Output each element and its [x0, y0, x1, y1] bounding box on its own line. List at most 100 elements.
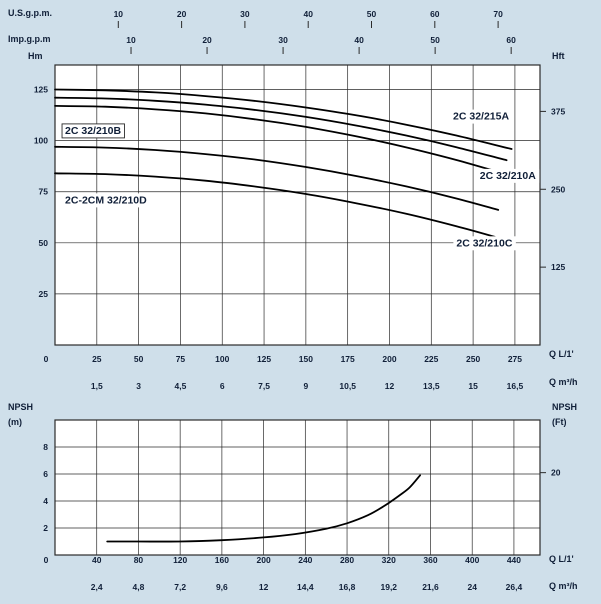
axis-tick-label: 21,6 — [422, 582, 439, 592]
axis-tick-label: 275 — [508, 354, 522, 364]
axis-tick-label: 20 — [202, 35, 212, 45]
head-axis-title-ft: Hft — [552, 51, 565, 61]
npsh-axis-unit-ft: (Ft) — [552, 417, 567, 427]
axis-tick-label: 2 — [43, 523, 48, 533]
axis-tick-label: 280 — [340, 555, 354, 565]
axis-tick-label: 9 — [303, 381, 308, 391]
axis-tick-label: 6 — [43, 469, 48, 479]
axis-tick-label: 50 — [134, 354, 144, 364]
axis-tick-label: 100 — [215, 354, 229, 364]
axis-tick-label: 6 — [220, 381, 225, 391]
head-axis-title-m: Hm — [28, 51, 43, 61]
curve-label: 2C 32/215A — [453, 111, 509, 123]
axis-tick-label: 320 — [382, 555, 396, 565]
axis-tick-label: 25 — [39, 289, 49, 299]
axis-tick-label: 1,5 — [91, 381, 103, 391]
axis-tick-label: 30 — [240, 9, 250, 19]
curve-label: 2C-2CM 32/210D — [65, 194, 147, 206]
flow-axis-title-lpm-bottom: Q L/1' — [549, 554, 574, 564]
axis-tick-label: 12 — [259, 582, 269, 592]
flow-axis-title-m3h-bottom: Q m³/h — [549, 581, 578, 591]
axis-tick-label: 13,5 — [423, 381, 440, 391]
usgpm-axis-title: U.S.g.p.m. — [8, 8, 53, 18]
axis-tick-label: 400 — [465, 555, 479, 565]
pump-curve — [54, 96, 508, 162]
axis-tick-label: 0 — [44, 555, 49, 565]
pump-curve — [54, 172, 496, 238]
axis-tick-label: 12 — [385, 381, 395, 391]
axis-tick-label: 4,5 — [175, 381, 187, 391]
axis-tick-label: 200 — [257, 555, 271, 565]
curve-label: 2C 32/210A — [480, 170, 536, 182]
axis-tick-label: 20 — [177, 9, 187, 19]
axis-tick-label: 2,4 — [91, 582, 103, 592]
axis-tick-label: 360 — [423, 555, 437, 565]
axis-tick-label: 125 — [34, 85, 48, 95]
axis-tick-label: 70 — [493, 9, 503, 19]
curve-label-bg — [476, 168, 540, 183]
npsh-axis-unit-m: (m) — [8, 417, 22, 427]
axis-tick-label: 100 — [34, 136, 48, 146]
axis-tick-label: 50 — [367, 9, 377, 19]
axis-tick-label: 10 — [126, 35, 136, 45]
axis-tick-label: 15 — [468, 381, 478, 391]
axis-tick-label: 40 — [303, 9, 313, 19]
pump-curve — [54, 105, 503, 174]
axis-tick-label: 40 — [354, 35, 364, 45]
curve-label: 2C 32/210C — [456, 237, 512, 249]
flow-axis-title-lpm-top: Q L/1' — [549, 349, 574, 359]
axis-tick-label: 20 — [551, 468, 561, 478]
axis-tick-label: 240 — [298, 555, 312, 565]
axis-tick-label: 25 — [92, 354, 102, 364]
axis-tick-label: 50 — [430, 35, 440, 45]
axis-tick-label: 440 — [507, 555, 521, 565]
axis-tick-label: 16,8 — [339, 582, 356, 592]
flow-axis-title-m3h-top: Q m³/h — [549, 377, 578, 387]
curve-label-bg — [453, 236, 516, 251]
plot-border — [54, 419, 541, 556]
npsh-axis-title-ft: NPSH — [552, 402, 578, 412]
axis-tick-label: 24 — [467, 582, 477, 592]
axis-tick-label: 50 — [39, 238, 49, 248]
pump-curve — [54, 145, 500, 211]
axis-tick-label: 7,5 — [258, 381, 270, 391]
axis-tick-label: 160 — [215, 555, 229, 565]
axis-tick-label: 7,2 — [174, 582, 186, 592]
axis-tick-label: 75 — [39, 187, 49, 197]
axis-tick-label: 125 — [257, 354, 271, 364]
axis-tick-label: 8 — [43, 442, 48, 452]
axis-tick-label: 225 — [424, 354, 438, 364]
curve-label-bg — [62, 193, 151, 208]
axis-tick-label: 250 — [551, 184, 565, 194]
axis-tick-label: 9,6 — [216, 582, 228, 592]
npsh-curve — [106, 474, 421, 543]
axis-tick-label: 14,4 — [297, 582, 314, 592]
curve-label-bg — [450, 109, 513, 124]
curve-label-bg — [61, 123, 125, 139]
impgpm-axis-title: Imp.g.p.m — [8, 34, 51, 44]
axis-tick-label: 4 — [43, 496, 48, 506]
axis-tick-label: 75 — [176, 354, 186, 364]
axis-tick-label: 16,5 — [507, 381, 524, 391]
axis-tick-label: 10 — [114, 9, 124, 19]
axis-tick-label: 26,4 — [506, 582, 523, 592]
axis-tick-label: 19,2 — [380, 582, 397, 592]
pump-curve — [54, 88, 513, 150]
npsh-axis-title-m: NPSH — [8, 402, 34, 412]
axis-tick-label: 10,5 — [339, 381, 356, 391]
axis-tick-label: 200 — [382, 354, 396, 364]
axis-tick-label: 40 — [92, 555, 102, 565]
axis-tick-label: 30 — [278, 35, 288, 45]
axis-tick-label: 4,8 — [133, 582, 145, 592]
axis-tick-label: 150 — [299, 354, 313, 364]
axis-tick-label: 120 — [173, 555, 187, 565]
plot-area — [55, 420, 540, 555]
axis-tick-label: 60 — [430, 9, 440, 19]
axis-tick-label: 3 — [136, 381, 141, 391]
axis-tick-label: 250 — [466, 354, 480, 364]
axis-tick-label: 175 — [341, 354, 355, 364]
axis-tick-label: 375 — [551, 106, 565, 116]
